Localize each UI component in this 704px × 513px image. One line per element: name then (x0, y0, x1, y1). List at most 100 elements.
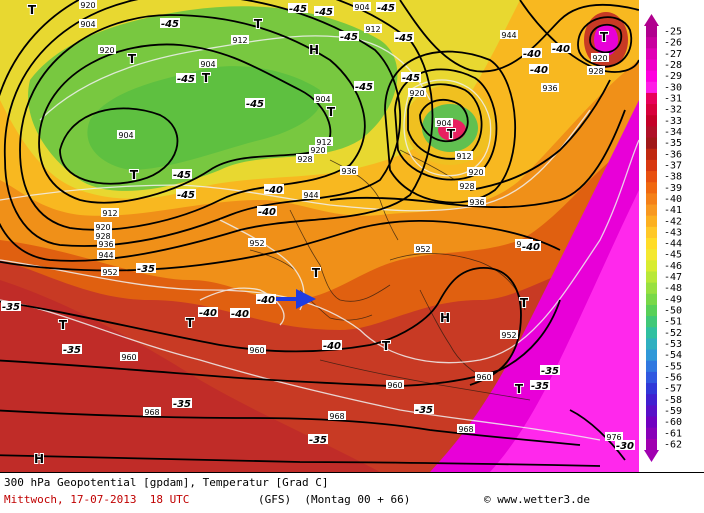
isotherm-label: -40 (322, 340, 342, 352)
legend-top-arrow (644, 14, 659, 26)
legend-tick-label: -40 (664, 194, 682, 205)
legend-tick-label: -48 (664, 283, 682, 294)
svg-text:952: 952 (102, 268, 117, 277)
height-contour-label: 920 (98, 45, 116, 55)
legend-tick-label: -56 (664, 372, 682, 383)
legend-tick-label: -43 (664, 227, 682, 238)
legend-swatch (646, 37, 657, 49)
legend-swatch (646, 226, 657, 239)
height-contour-label: 944 (500, 30, 518, 40)
svg-text:968: 968 (144, 408, 159, 417)
legend-swatch (646, 70, 657, 83)
svg-text:912: 912 (365, 25, 380, 34)
height-contour-label: 968 (457, 424, 475, 434)
height-contour-label: 960 (386, 380, 404, 390)
svg-text:944: 944 (501, 31, 516, 40)
legend-swatch (646, 148, 657, 161)
temp-field-ne-center (594, 24, 618, 56)
height-contour-label: 952 (101, 267, 119, 277)
isotherm-label: -45 (160, 18, 180, 30)
svg-text:936: 936 (98, 240, 113, 249)
isotherm-label: -40 (529, 64, 549, 76)
low-pressure-marker: T (202, 71, 211, 85)
legend-tick-label: -44 (664, 239, 682, 250)
svg-text:960: 960 (249, 346, 264, 355)
isotherm-label: -45 (176, 73, 196, 85)
legend-tick-label: -52 (664, 328, 682, 339)
height-contour-label: 920 (591, 53, 609, 63)
low-pressure-marker: T (254, 17, 263, 31)
legend-tick-label: -25 (664, 27, 682, 38)
svg-text:920: 920 (310, 146, 325, 155)
height-contour-label: 920 (79, 0, 97, 10)
low-pressure-marker: T (520, 296, 529, 310)
height-contour-label: 904 (117, 130, 135, 140)
height-contour-label: 936 (468, 197, 486, 207)
height-contour-label: 920 (467, 167, 485, 177)
legend-swatch (646, 182, 657, 194)
legend-swatch (646, 282, 657, 295)
legend-swatch (646, 349, 657, 362)
svg-text:904: 904 (80, 20, 95, 29)
legend-tick-label: -51 (664, 317, 682, 328)
svg-text:-35: -35 (531, 381, 549, 392)
svg-text:-40: -40 (231, 309, 249, 320)
svg-text:960: 960 (121, 353, 136, 362)
height-contour-label: 920 (94, 222, 112, 232)
height-contour-label: 904 (435, 118, 453, 128)
svg-text:-30: -30 (616, 441, 634, 452)
svg-text:-35: -35 (63, 345, 81, 356)
legend-swatch (646, 238, 657, 250)
map-title: 300 hPa Geopotential [gpdam], Temperatur… (4, 476, 329, 489)
legend-swatch (646, 338, 657, 351)
svg-text:936: 936 (341, 167, 356, 176)
svg-text:912: 912 (232, 36, 247, 45)
legend-swatch (646, 438, 657, 451)
height-contour-label: 944 (97, 250, 115, 260)
height-contour-label: 968 (143, 407, 161, 417)
high-pressure-marker: H (34, 452, 44, 466)
low-pressure-marker: T (447, 127, 456, 141)
isotherm-label: -35 (62, 344, 82, 356)
svg-text:-35: -35 (415, 405, 433, 416)
svg-text:-40: -40 (530, 65, 548, 76)
svg-text:960: 960 (387, 381, 402, 390)
legend-tick-label: -54 (664, 350, 682, 361)
height-contour-label: 904 (199, 59, 217, 69)
legend-tick-label: -58 (664, 395, 682, 406)
legend-swatch (646, 360, 657, 373)
low-pressure-marker: T (186, 316, 195, 330)
height-contour-label: 960 (120, 352, 138, 362)
legend-swatch (646, 304, 657, 317)
isotherm-label: -45 (394, 32, 414, 44)
svg-text:-45: -45 (173, 170, 191, 181)
svg-text:-45: -45 (161, 19, 179, 30)
legend-swatch (646, 126, 657, 139)
legend-swatch (646, 204, 657, 217)
svg-text:920: 920 (80, 1, 95, 10)
svg-text:-45: -45 (355, 82, 373, 93)
isotherm-label: -40 (198, 307, 218, 319)
low-pressure-marker: T (382, 339, 391, 353)
legend-swatch (646, 215, 657, 228)
isotherm-label: -45 (376, 2, 396, 14)
svg-text:936: 936 (469, 198, 484, 207)
svg-text:928: 928 (588, 67, 603, 76)
valid-time: Mittwoch, 17-07-2013 18 UTC (4, 493, 190, 506)
svg-text:-45: -45 (340, 32, 358, 43)
high-pressure-marker: H (309, 43, 319, 57)
low-pressure-marker: T (28, 3, 37, 17)
svg-text:-45: -45 (402, 73, 420, 84)
height-contour-label: 928 (587, 66, 605, 76)
svg-text:-35: -35 (2, 302, 20, 313)
legend-bottom-arrow (644, 450, 659, 462)
legend-swatch (646, 327, 657, 339)
map-footer: 300 hPa Geopotential [gpdam], Temperatur… (0, 472, 704, 513)
svg-text:-45: -45 (289, 4, 307, 15)
legend-tick-label: -30 (664, 82, 682, 93)
legend-tick-label: -39 (664, 183, 682, 194)
legend-tick-label: -50 (664, 306, 682, 317)
svg-text:928: 928 (297, 155, 312, 164)
legend-tick-label: -55 (664, 361, 682, 372)
legend-swatch (646, 383, 657, 395)
